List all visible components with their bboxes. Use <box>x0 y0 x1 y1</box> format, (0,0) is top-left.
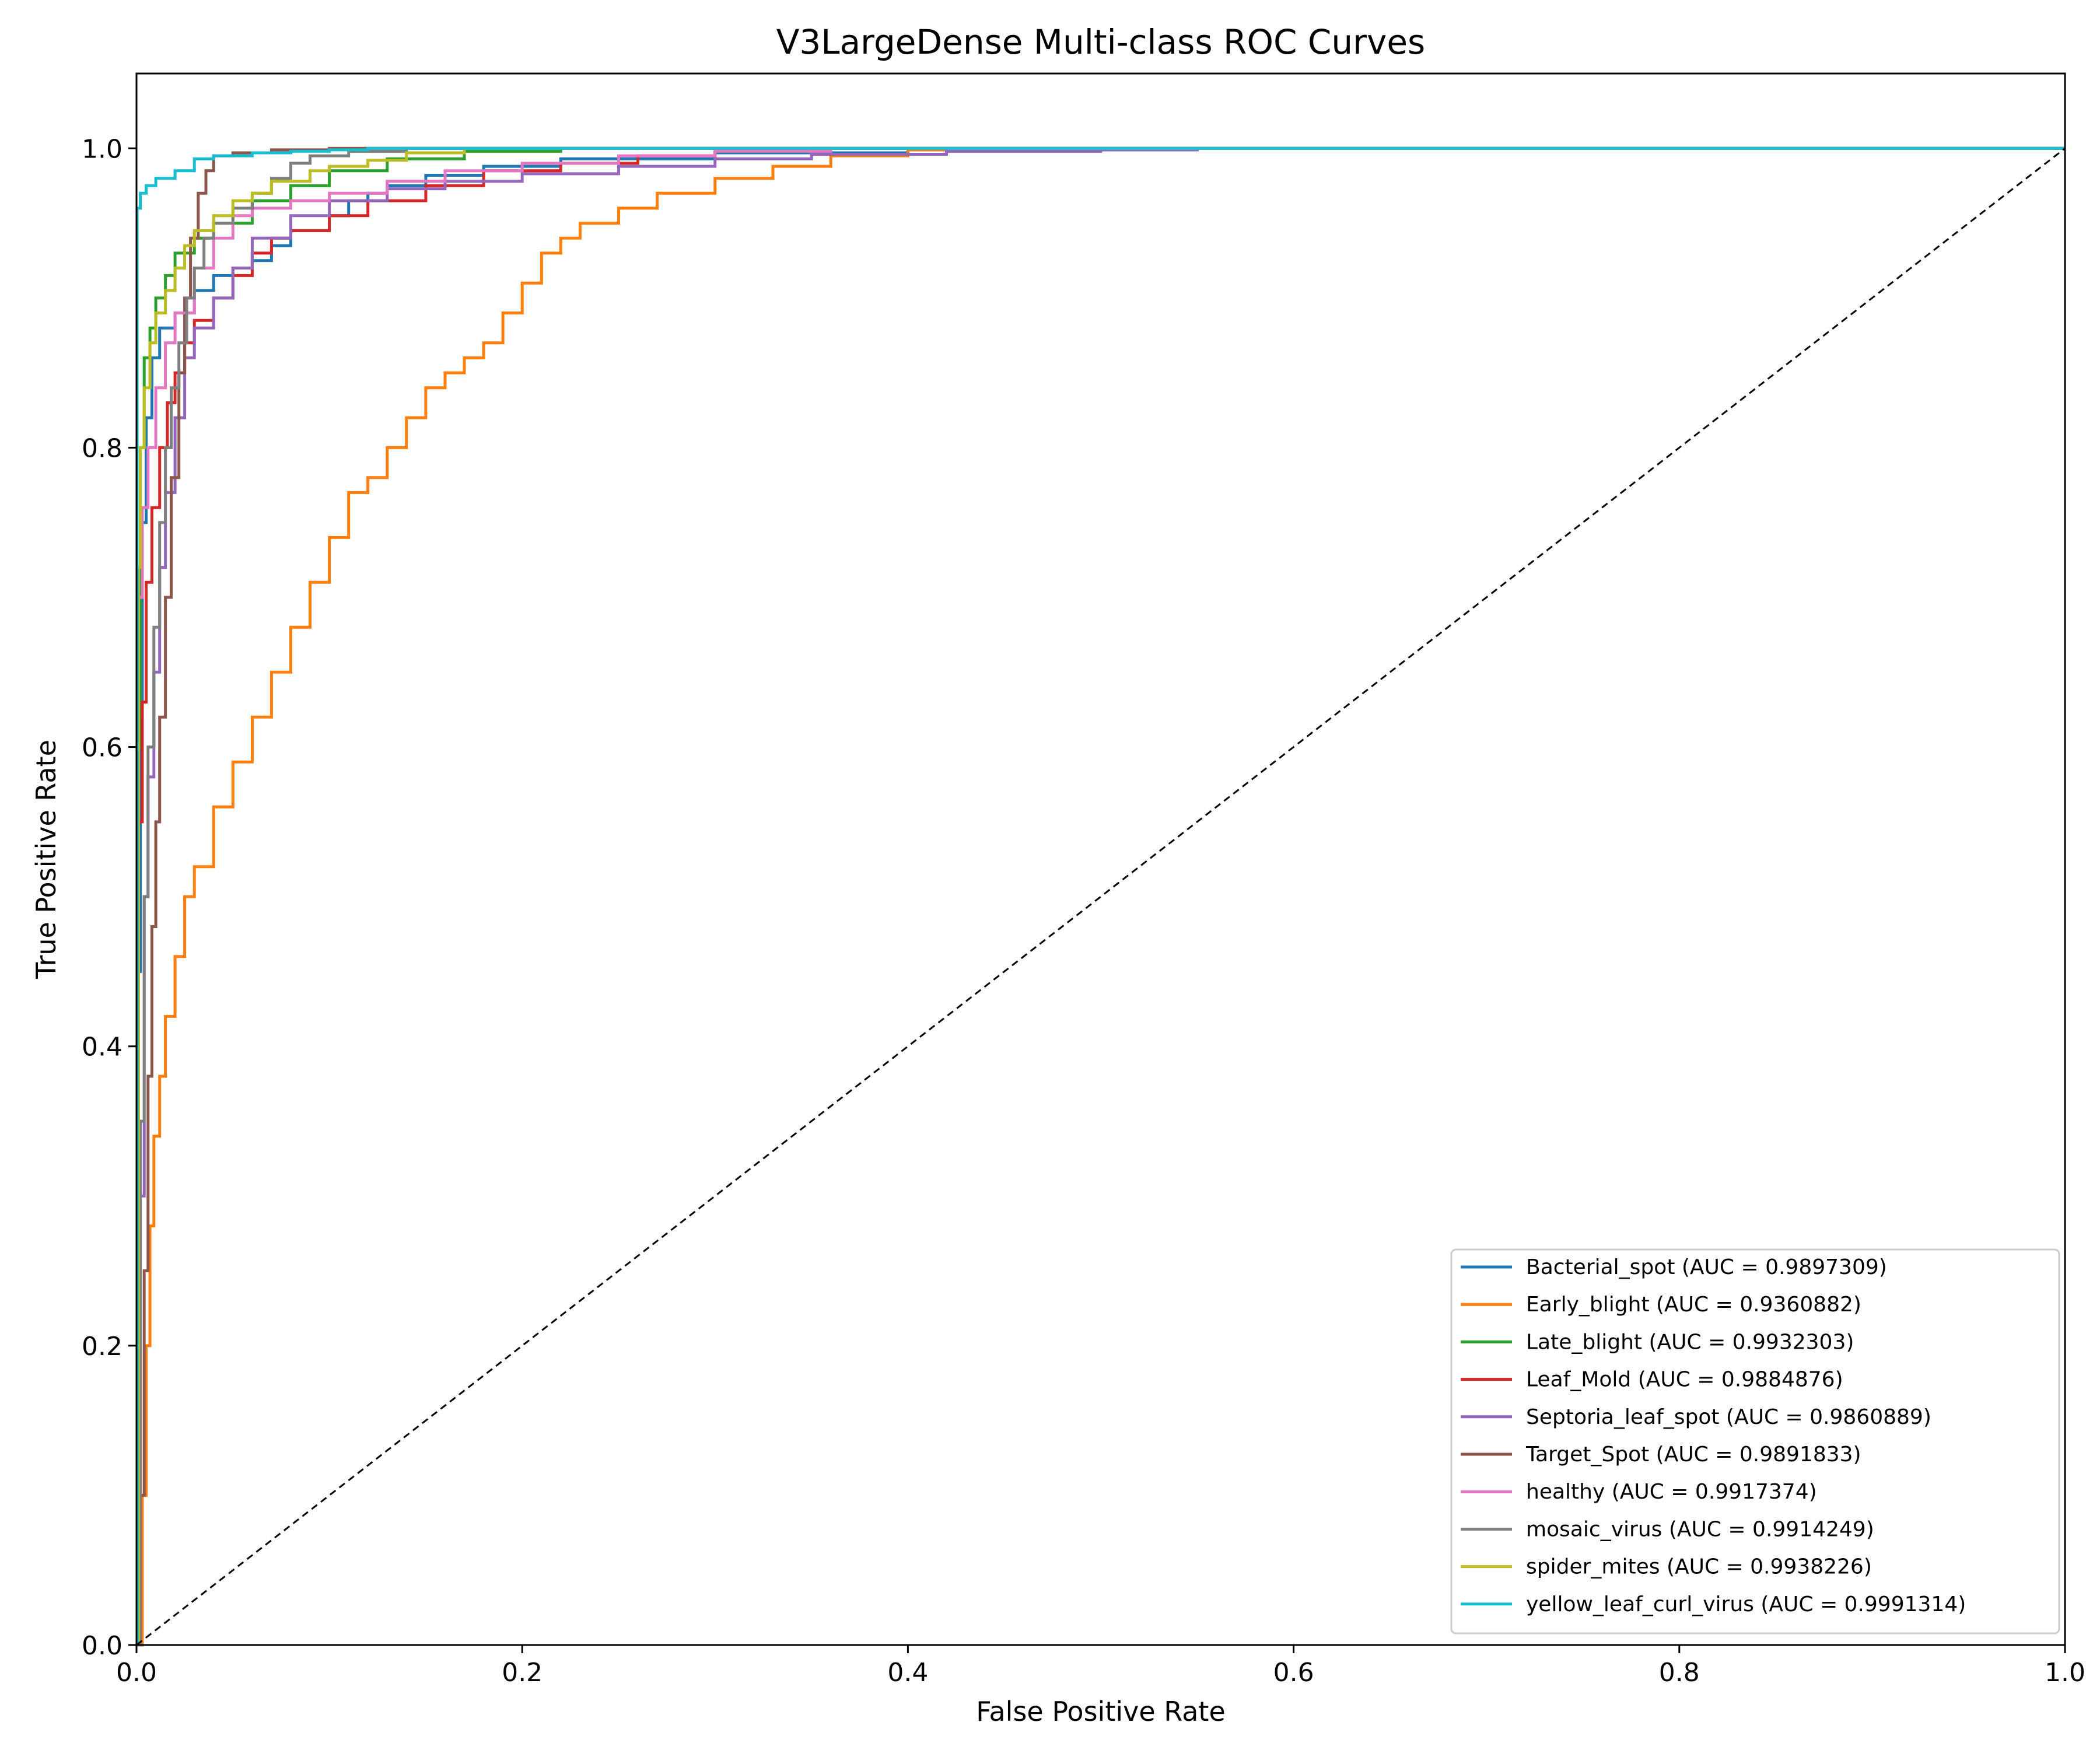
legend-entry-label: Bacterial_spot (AUC = 0.9897309) <box>1526 1255 1887 1279</box>
legend: Bacterial_spot (AUC = 0.9897309) Early_bl… <box>1450 1248 2060 1634</box>
legend-entry-label: Septoria_leaf_spot (AUC = 0.9860889) <box>1526 1405 1931 1429</box>
legend-entry-label: healthy (AUC = 0.9917374) <box>1526 1480 1817 1504</box>
plot-frame <box>135 72 2066 1646</box>
roc-curve-series-9 <box>135 146 2065 1647</box>
x-axis-ticks: 0.0 0.2 0.4 0.6 0.8 1.0 <box>116 1645 2085 1688</box>
y-axis-ticks: 0.0 0.2 0.4 0.6 0.8 1.0 <box>82 134 136 1661</box>
y-tick-label: 0.8 <box>82 433 123 463</box>
y-tick-label: 0.0 <box>82 1631 123 1661</box>
y-tick-label: 1.0 <box>82 134 123 164</box>
chart-title: V3LargeDense Multi-class ROC Curves <box>776 22 1426 62</box>
x-tick-label: 0.0 <box>116 1658 157 1688</box>
x-axis-label: False Positive Rate <box>976 1696 1226 1727</box>
legend-entry-label: mosaic_virus (AUC = 0.9914249) <box>1526 1517 1874 1541</box>
legend-entry-label: Leaf_Mold (AUC = 0.9884876) <box>1526 1368 1843 1392</box>
x-tick-label: 0.6 <box>1273 1658 1314 1688</box>
y-tick-label: 0.6 <box>82 733 123 763</box>
legend-entry-label: Target_Spot (AUC = 0.9891833) <box>1525 1443 1861 1466</box>
legend-box <box>1450 1248 2060 1634</box>
legend-entry-label: Late_blight (AUC = 0.9932303) <box>1526 1330 1854 1354</box>
x-tick-label: 0.2 <box>502 1658 542 1688</box>
y-axis-label: True Positive Rate <box>30 740 62 979</box>
legend-entry-label: spider_mites (AUC = 0.9938226) <box>1526 1555 1872 1579</box>
roc-curve-series-6 <box>136 146 2065 1647</box>
legend-entry-label: Early_blight (AUC = 0.9360882) <box>1526 1293 1861 1317</box>
roc-curve-series-1 <box>136 146 2065 1647</box>
legend-entry-label: yellow_leaf_curl_virus (AUC = 0.9991314) <box>1526 1592 1966 1616</box>
y-tick-label: 0.4 <box>82 1032 123 1062</box>
x-tick-label: 0.4 <box>887 1658 928 1688</box>
y-tick-label: 0.2 <box>82 1332 123 1362</box>
x-tick-label: 0.8 <box>1659 1658 1700 1688</box>
chance-diagonal-line <box>136 148 2066 1646</box>
roc-curves <box>135 146 2065 1647</box>
x-tick-label: 1.0 <box>2045 1658 2085 1688</box>
roc-curve-series-8 <box>136 146 2065 1647</box>
roc-curve-series-3 <box>136 146 2065 1647</box>
roc-curve-series-7 <box>136 146 2065 1647</box>
